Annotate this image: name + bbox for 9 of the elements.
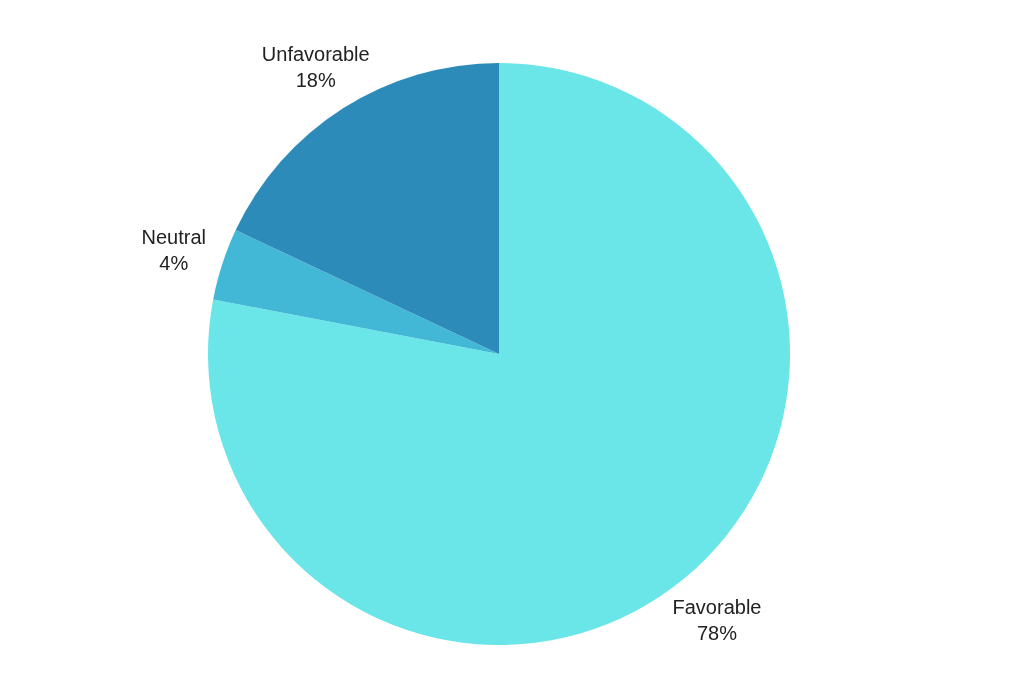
data-label: 78% <box>696 621 738 644</box>
pie-slice <box>208 63 790 645</box>
data-label: 4% <box>159 252 189 275</box>
slice-label: Unfavorable <box>261 43 370 66</box>
pie-slice <box>235 63 499 354</box>
slice-label: Favorable <box>672 595 762 618</box>
pie-slice <box>213 230 499 354</box>
data-label: 18% <box>295 69 336 92</box>
slice-label: Neutral <box>141 226 206 249</box>
